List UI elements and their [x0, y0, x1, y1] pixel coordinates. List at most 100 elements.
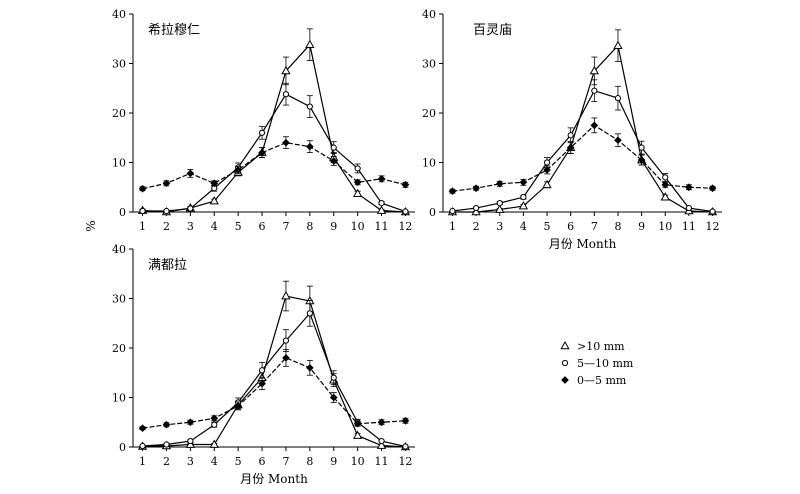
data-point — [496, 199, 503, 207]
data-point — [401, 416, 410, 425]
data-point — [401, 180, 410, 189]
series-line — [142, 312, 406, 448]
data-point — [378, 437, 385, 445]
x-tick-label: 5 — [544, 220, 551, 233]
data-point — [162, 179, 171, 188]
data-point — [281, 291, 291, 300]
data-point — [708, 184, 717, 193]
legend-label: >10 mm — [577, 340, 625, 353]
x-tick-label: 1 — [139, 455, 146, 468]
data-point — [473, 204, 480, 212]
data-point — [330, 144, 337, 151]
x-tick-label: 12 — [398, 455, 412, 468]
data-point — [519, 178, 528, 187]
data-point — [353, 178, 362, 187]
series-diamond-filled — [138, 136, 410, 193]
legend: >10 mm 5—10 mm 0—5 mm — [560, 340, 634, 387]
data-point — [186, 418, 195, 427]
data-point — [613, 40, 623, 49]
x-tick-label: 4 — [211, 455, 218, 468]
x-tick-label: 9 — [638, 220, 645, 233]
data-point — [282, 91, 290, 98]
data-point — [163, 441, 170, 448]
x-tick-label: 7 — [282, 455, 289, 468]
data-point — [306, 142, 314, 151]
x-tick-label: 6 — [259, 220, 266, 233]
data-point — [187, 437, 194, 445]
y-tick-label: 40 — [112, 8, 126, 21]
x-tick-label: 11 — [682, 220, 696, 233]
series-triangle-open — [447, 29, 718, 216]
data-point — [209, 196, 219, 205]
data-point — [139, 207, 146, 215]
legend-marker — [561, 359, 569, 367]
x-tick-label: 3 — [496, 220, 503, 233]
data-point — [402, 208, 409, 215]
data-point — [614, 95, 622, 102]
y-tick-label: 10 — [112, 392, 126, 405]
data-point — [211, 421, 218, 428]
y-axis-label: % — [84, 220, 98, 231]
data-point — [352, 430, 363, 439]
data-point — [543, 166, 551, 174]
data-point — [448, 187, 457, 196]
data-point — [306, 310, 313, 317]
data-point — [518, 201, 529, 210]
data-point — [209, 439, 219, 448]
data-point — [402, 443, 409, 450]
y-tick-label: 0 — [119, 441, 126, 454]
data-point — [138, 184, 147, 193]
x-tick-label: 11 — [375, 455, 389, 468]
data-point — [590, 121, 599, 130]
x-tick-label: 5 — [235, 455, 242, 468]
data-point — [567, 132, 574, 139]
x-axis-label: 月份 Month — [549, 237, 617, 251]
series-diamond-filled — [448, 117, 717, 196]
series-circle-open — [139, 82, 409, 215]
y-tick-label: 0 — [429, 206, 436, 219]
series-line — [142, 93, 406, 213]
panel-title: 希拉穆仁 — [148, 23, 200, 38]
x-tick-label: 2 — [163, 455, 170, 468]
x-tick-label: 11 — [375, 220, 389, 233]
x-tick-label: 3 — [187, 220, 194, 233]
data-point — [685, 183, 693, 192]
data-point — [329, 393, 338, 402]
data-point — [282, 138, 290, 147]
x-tick-label: 8 — [306, 220, 313, 233]
data-point — [352, 188, 363, 197]
data-point — [377, 175, 386, 183]
x-tick-label: 10 — [351, 220, 365, 233]
x-tick-label: 8 — [306, 455, 313, 468]
series-circle-open — [139, 300, 409, 450]
y-tick-label: 20 — [112, 342, 126, 355]
series-line — [142, 357, 406, 429]
data-point — [354, 165, 361, 172]
data-point — [661, 180, 670, 189]
y-tick-label: 30 — [422, 58, 436, 71]
y-tick-label: 20 — [112, 107, 126, 120]
x-tick-label: 7 — [282, 220, 289, 233]
x-tick-label: 6 — [259, 455, 266, 468]
x-tick-label: 10 — [658, 220, 672, 233]
data-point — [660, 192, 670, 201]
legend-marker — [561, 376, 569, 384]
data-point — [376, 205, 387, 214]
data-point — [685, 204, 692, 212]
x-tick-label: 5 — [235, 220, 242, 233]
data-point — [234, 402, 242, 410]
x-tick-label: 2 — [163, 220, 170, 233]
data-point — [589, 65, 599, 75]
x-tick-label: 3 — [187, 455, 194, 468]
series-line — [452, 90, 713, 213]
x-tick-label: 1 — [449, 220, 456, 233]
y-tick-label: 0 — [119, 206, 126, 219]
data-point — [234, 166, 242, 174]
y-tick-label: 40 — [112, 243, 126, 256]
legend-entry: >10 mm — [560, 340, 625, 353]
data-point — [376, 440, 387, 449]
x-tick-label: 8 — [614, 220, 621, 233]
series-line — [452, 44, 713, 213]
